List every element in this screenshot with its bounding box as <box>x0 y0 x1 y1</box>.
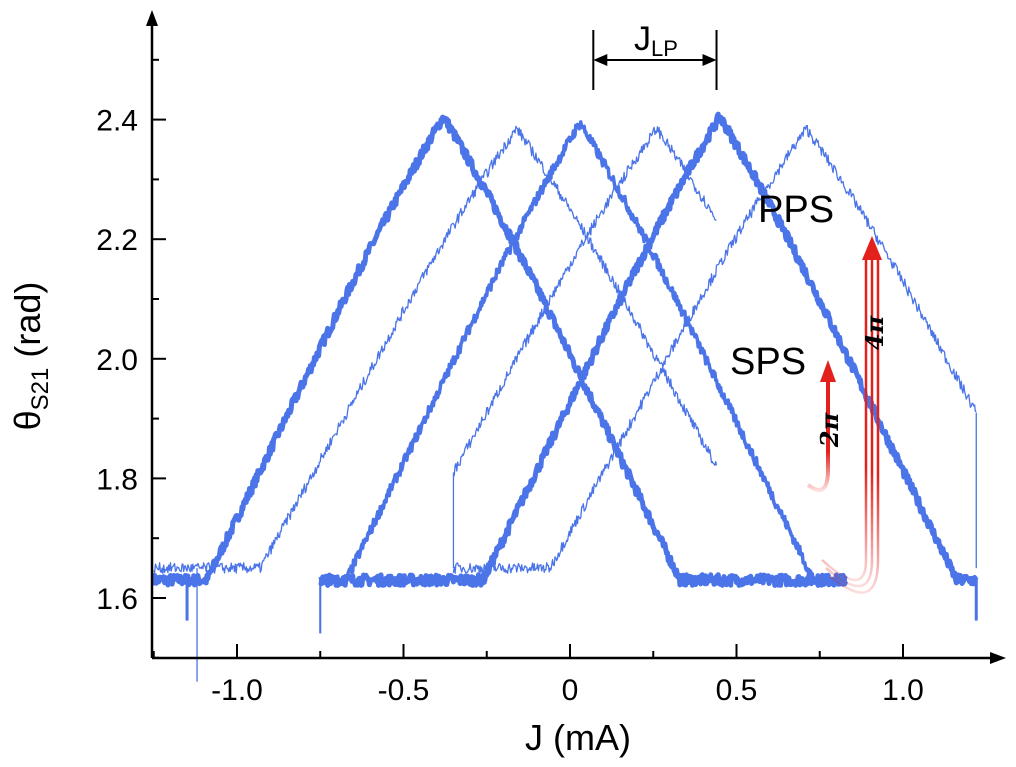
four-pi-arrow-path-1 <box>821 258 868 582</box>
two-pi-arrow: 2π <box>806 360 844 492</box>
y-axis-title: θS21 (rad) <box>7 282 54 431</box>
pps-label: PPS <box>758 189 834 231</box>
series-layer <box>151 111 979 682</box>
y-axis-unit: (rad) <box>7 282 48 368</box>
y-axis-arrow <box>146 10 158 26</box>
series-line-4 <box>153 125 718 575</box>
x-tick-label: 1.0 <box>882 674 924 707</box>
x-ticks: -1.0 -0.5 0 0.5 1.0 <box>152 644 924 707</box>
x-tick-label: 0.5 <box>716 674 758 707</box>
y-ticks: 1.6 1.8 2.0 2.2 2.4 <box>96 58 166 659</box>
four-pi-label: 4π <box>860 315 889 350</box>
four-pi-arrow-path-2 <box>825 258 874 588</box>
four-pi-arrow: 4π <box>821 236 889 594</box>
two-pi-arrowhead <box>820 360 836 382</box>
y-axis-subscript: S21 <box>27 368 54 411</box>
four-pi-arrow-path-3 <box>829 258 880 594</box>
period-arrowhead-left <box>593 54 608 66</box>
two-pi-label: 2π <box>815 412 844 448</box>
period-label: JLP <box>634 20 678 61</box>
y-tick-label: 2.2 <box>96 224 138 257</box>
y-axis-symbol: θ <box>7 410 48 430</box>
x-axis-title: J (mA) <box>525 717 631 758</box>
y-tick-label: 2.0 <box>96 344 138 377</box>
series-line-6 <box>452 126 717 477</box>
x-tick-label: 0 <box>562 674 579 707</box>
series-line-5 <box>452 124 977 575</box>
axes <box>146 10 1006 664</box>
series-line-3 <box>318 120 848 587</box>
y-tick-label: 2.4 <box>96 105 138 138</box>
x-axis-arrow <box>990 652 1006 664</box>
y-tick-label: 1.6 <box>96 583 138 616</box>
period-annotation: JLP <box>592 20 718 90</box>
series-line-1 <box>151 114 849 588</box>
period-label-sub: LP <box>651 36 678 61</box>
sps-label: SPS <box>730 341 806 383</box>
period-arrowhead-right <box>702 54 717 66</box>
x-tick-label: -0.5 <box>378 674 430 707</box>
period-label-main: J <box>634 20 651 58</box>
y-tick-label: 1.8 <box>96 463 138 496</box>
four-pi-arrowhead <box>862 236 882 260</box>
x-tick-label: -1.0 <box>211 674 263 707</box>
two-pi-arrow-path <box>806 380 830 492</box>
